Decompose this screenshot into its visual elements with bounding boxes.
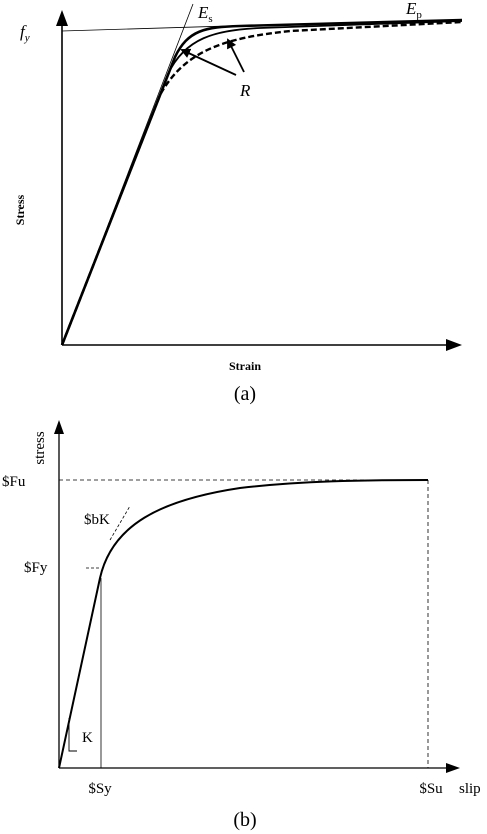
a-r-label: R [239,81,251,100]
a-curve-dashed [60,20,463,346]
b-su-label: $Su [419,781,443,797]
a-curve-smooth [61,20,463,346]
b-y-axis-arrow [54,420,64,434]
b-curve [58,479,429,769]
b-caption: (b) [233,809,256,831]
a-ep-label: Ep [405,0,422,21]
a-es-label: Es [197,3,213,25]
a-y-axis-arrow [56,10,68,26]
a-curve-sharp [60,18,463,346]
figure-b: stress $Fu $Fy $bK K $Sy $Su slip (b) [2,420,481,831]
b-sy-label: $Sy [88,781,112,797]
b-y-axis-label: stress [32,431,48,464]
b-bk-tangent [109,505,131,541]
a-r-arrow-2 [227,38,245,73]
b-fy-label: $Fy [24,560,48,576]
b-bk-label: $bK [84,512,110,528]
a-r-arrow-1 [180,48,237,76]
a-x-axis-arrow [446,339,462,351]
b-k-triangle [68,718,77,752]
b-k-label: K [82,730,93,746]
a-y-axis-label: Stress [13,194,27,225]
a-fy-label: fy [20,22,30,44]
a-x-axis-label: Strain [229,359,261,373]
figure-a: fy Es Ep R Stress Strain (a) [13,0,463,405]
b-x-axis-label: slip [459,781,481,797]
a-caption: (a) [234,383,256,405]
b-fu-label: $Fu [2,474,26,490]
b-x-axis-arrow [446,763,460,773]
